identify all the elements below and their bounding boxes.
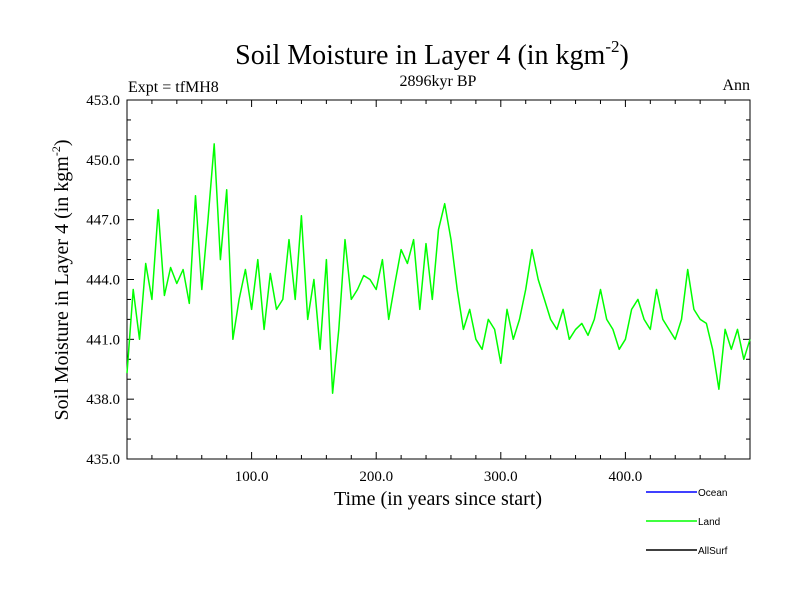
x-tick-label: 100.0 xyxy=(235,469,269,485)
plot-frame xyxy=(126,99,751,460)
season-label: Ann xyxy=(722,77,750,94)
y-ticks: 435.0 438.0 441.0 444.0 447.0 450.0 453.0 xyxy=(86,93,750,468)
y-tick-label: 453.0 xyxy=(86,93,120,109)
legend-label-ocean: Ocean xyxy=(698,488,727,499)
experiment-label: Expt = tfMH8 xyxy=(128,79,219,96)
legend-label-allsurf: AllSurf xyxy=(698,546,728,557)
x-tick-label: 200.0 xyxy=(359,469,393,485)
chart-title-main: Soil Moisture in Layer 4 (in kgm xyxy=(235,40,605,71)
legend-label-land: Land xyxy=(698,517,720,528)
y-tick-label: 444.0 xyxy=(86,273,120,289)
y-axis-label-main: Soil Moisture in Layer 4 (in kgm xyxy=(51,156,73,421)
y-tick-label: 441.0 xyxy=(86,332,120,348)
y-axis-label-close: ) xyxy=(51,139,73,146)
chart-title-superscript: -2 xyxy=(605,37,619,56)
y-axis-label-superscript: -2 xyxy=(49,146,63,156)
x-axis-label: Time (in years since start) xyxy=(334,488,542,510)
series-line-land xyxy=(126,143,751,394)
y-axis-label: Soil Moisture in Layer 4 (in kgm-2) xyxy=(49,139,73,420)
x-tick-label: 400.0 xyxy=(609,469,643,485)
y-tick-label: 435.0 xyxy=(86,452,120,468)
x-tick-label: 300.0 xyxy=(484,469,518,485)
y-tick-label: 450.0 xyxy=(86,153,120,169)
chart-title-close: ) xyxy=(620,40,629,71)
legend: Ocean Land AllSurf xyxy=(646,488,728,557)
y-tick-label: 447.0 xyxy=(86,213,120,229)
chart-subtitle: 2896kyr BP xyxy=(400,73,477,90)
x-ticks: 100.0 200.0 300.0 400.0 xyxy=(151,100,726,485)
y-tick-label: 438.0 xyxy=(86,392,120,408)
chart-title: Soil Moisture in Layer 4 (in kgm-2) xyxy=(235,37,629,71)
